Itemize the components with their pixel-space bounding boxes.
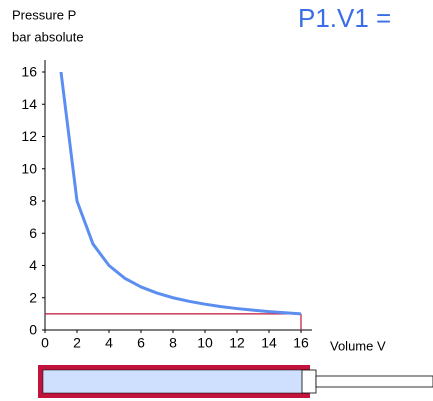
piston: [301, 369, 317, 394]
x-tick-label: 10: [197, 335, 213, 351]
y-tick-label: 8: [29, 193, 37, 209]
y-axis-label: Pressure P: [12, 7, 76, 22]
x-axis-label: Volume V: [330, 338, 386, 353]
y-tick-label: 6: [29, 225, 37, 241]
y-tick-label: 14: [21, 96, 37, 112]
y-tick-label: 2: [29, 289, 37, 305]
y-tick-label: 16: [21, 64, 37, 80]
y-axis-unit: bar absolute: [12, 29, 84, 44]
y-tick-label: 4: [29, 257, 37, 273]
x-tick-label: 4: [105, 335, 113, 351]
y-tick-label: 10: [21, 160, 37, 176]
y-tick-label: 0: [29, 322, 37, 338]
chart-title: P1.V1 =: [298, 3, 391, 33]
x-tick-label: 0: [41, 335, 49, 351]
x-tick-label: 2: [73, 335, 81, 351]
x-tick-label: 8: [169, 335, 177, 351]
y-tick-label: 12: [21, 128, 37, 144]
x-tick-label: 6: [137, 335, 145, 351]
piston-rod: [315, 375, 433, 388]
x-tick-label: 14: [261, 335, 277, 351]
data-line: [59, 71, 302, 316]
x-tick-label: 12: [229, 335, 245, 351]
cylinder-chamber: [42, 369, 306, 394]
cylinder: [38, 365, 433, 398]
x-tick-label: 16: [293, 335, 309, 351]
